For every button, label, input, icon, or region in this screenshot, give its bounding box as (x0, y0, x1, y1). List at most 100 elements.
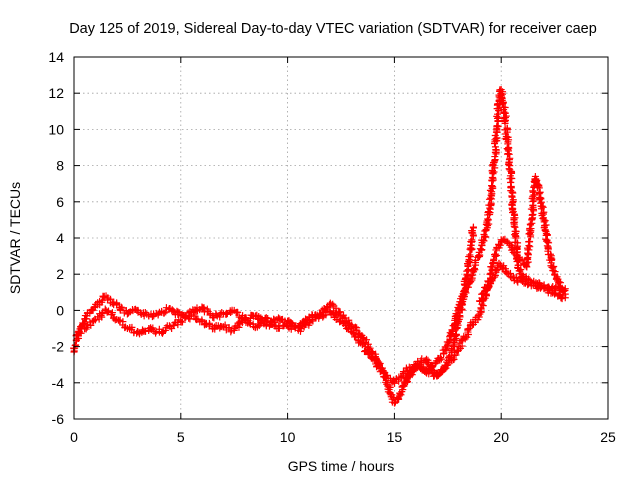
x-tick-label: 5 (177, 429, 185, 445)
series-4 (476, 259, 569, 305)
data-point (334, 313, 342, 321)
data-point (526, 220, 534, 228)
data-point (547, 259, 555, 267)
data-point (390, 393, 398, 401)
data-point (275, 324, 283, 332)
data-point (541, 226, 549, 234)
data-point (125, 308, 133, 316)
data-point (117, 303, 125, 311)
data-point (399, 369, 407, 377)
data-point (341, 314, 349, 322)
x-axis-label: GPS time / hours (288, 458, 395, 474)
y-tick-label: 2 (56, 266, 64, 282)
data-point (457, 305, 465, 313)
data-point (379, 367, 387, 375)
data-point (517, 266, 525, 274)
data-point (484, 221, 492, 229)
data-point (390, 399, 398, 407)
data-point (108, 310, 116, 318)
data-point (510, 222, 518, 230)
data-point (480, 230, 488, 238)
data-point (463, 267, 471, 275)
data-point (309, 317, 317, 325)
data-point (105, 307, 113, 315)
data-point (400, 382, 408, 390)
data-points (70, 86, 569, 407)
data-point (118, 304, 126, 312)
y-tick-label: -2 (52, 339, 65, 355)
data-point (476, 245, 484, 253)
data-point (458, 342, 466, 350)
data-point (493, 266, 501, 274)
data-point (98, 310, 106, 318)
data-point (492, 135, 500, 143)
data-point (555, 278, 563, 286)
data-point (452, 351, 460, 359)
data-point (469, 223, 477, 231)
x-tick-label: 15 (387, 429, 403, 445)
data-point (182, 313, 190, 321)
y-tick-label: 4 (56, 230, 64, 246)
data-point (371, 356, 379, 364)
data-point (459, 290, 467, 298)
data-point (437, 354, 445, 362)
y-tick-label: 14 (48, 49, 64, 65)
data-point (525, 226, 533, 234)
y-tick-label: 8 (56, 158, 64, 174)
data-point (501, 119, 509, 127)
data-point (468, 227, 476, 235)
data-point (561, 294, 569, 302)
data-point (496, 241, 504, 249)
y-tick-label: 6 (56, 194, 64, 210)
axis-ticks: 0 5 10 15 20 25 -6 -4 -2 0 2 4 6 8 10 12 14 (48, 49, 616, 445)
data-point (116, 317, 124, 325)
data-point (467, 278, 475, 286)
data-point (506, 273, 514, 281)
y-tick-label: 10 (48, 121, 64, 137)
data-point (513, 273, 521, 281)
data-point (407, 368, 415, 376)
data-point (523, 254, 531, 262)
data-point (502, 112, 510, 120)
data-point (434, 372, 442, 380)
chart-title: Day 125 of 2019, Sidereal Day-to-day VTE… (69, 21, 597, 37)
data-point (257, 319, 265, 327)
data-point (394, 395, 402, 403)
data-point (221, 321, 229, 329)
data-point (483, 283, 491, 291)
data-point (311, 313, 319, 321)
data-point (391, 379, 399, 387)
data-point (468, 245, 476, 253)
data-point (512, 234, 520, 242)
series-3 (401, 172, 569, 387)
x-tick-label: 25 (600, 429, 616, 445)
data-point (529, 188, 537, 196)
data-point (546, 285, 554, 293)
x-tick-label: 0 (70, 429, 78, 445)
data-point (456, 313, 464, 321)
data-point (448, 327, 456, 335)
data-point (495, 259, 503, 267)
data-point (493, 122, 501, 130)
data-point (287, 325, 295, 333)
data-point (450, 338, 458, 346)
data-point (458, 336, 466, 344)
data-point (522, 262, 530, 270)
data-point (503, 128, 511, 136)
data-point (71, 341, 79, 349)
data-point (179, 318, 187, 326)
data-point (397, 373, 405, 381)
data-point (475, 313, 483, 321)
data-point (509, 248, 517, 256)
data-point (160, 309, 168, 317)
data-point (499, 100, 507, 108)
data-point (336, 308, 344, 316)
data-point (514, 278, 522, 286)
y-tick-label: 12 (48, 85, 64, 101)
data-point (330, 309, 338, 317)
data-point (526, 237, 534, 245)
data-point (504, 150, 512, 158)
data-point (336, 318, 344, 326)
